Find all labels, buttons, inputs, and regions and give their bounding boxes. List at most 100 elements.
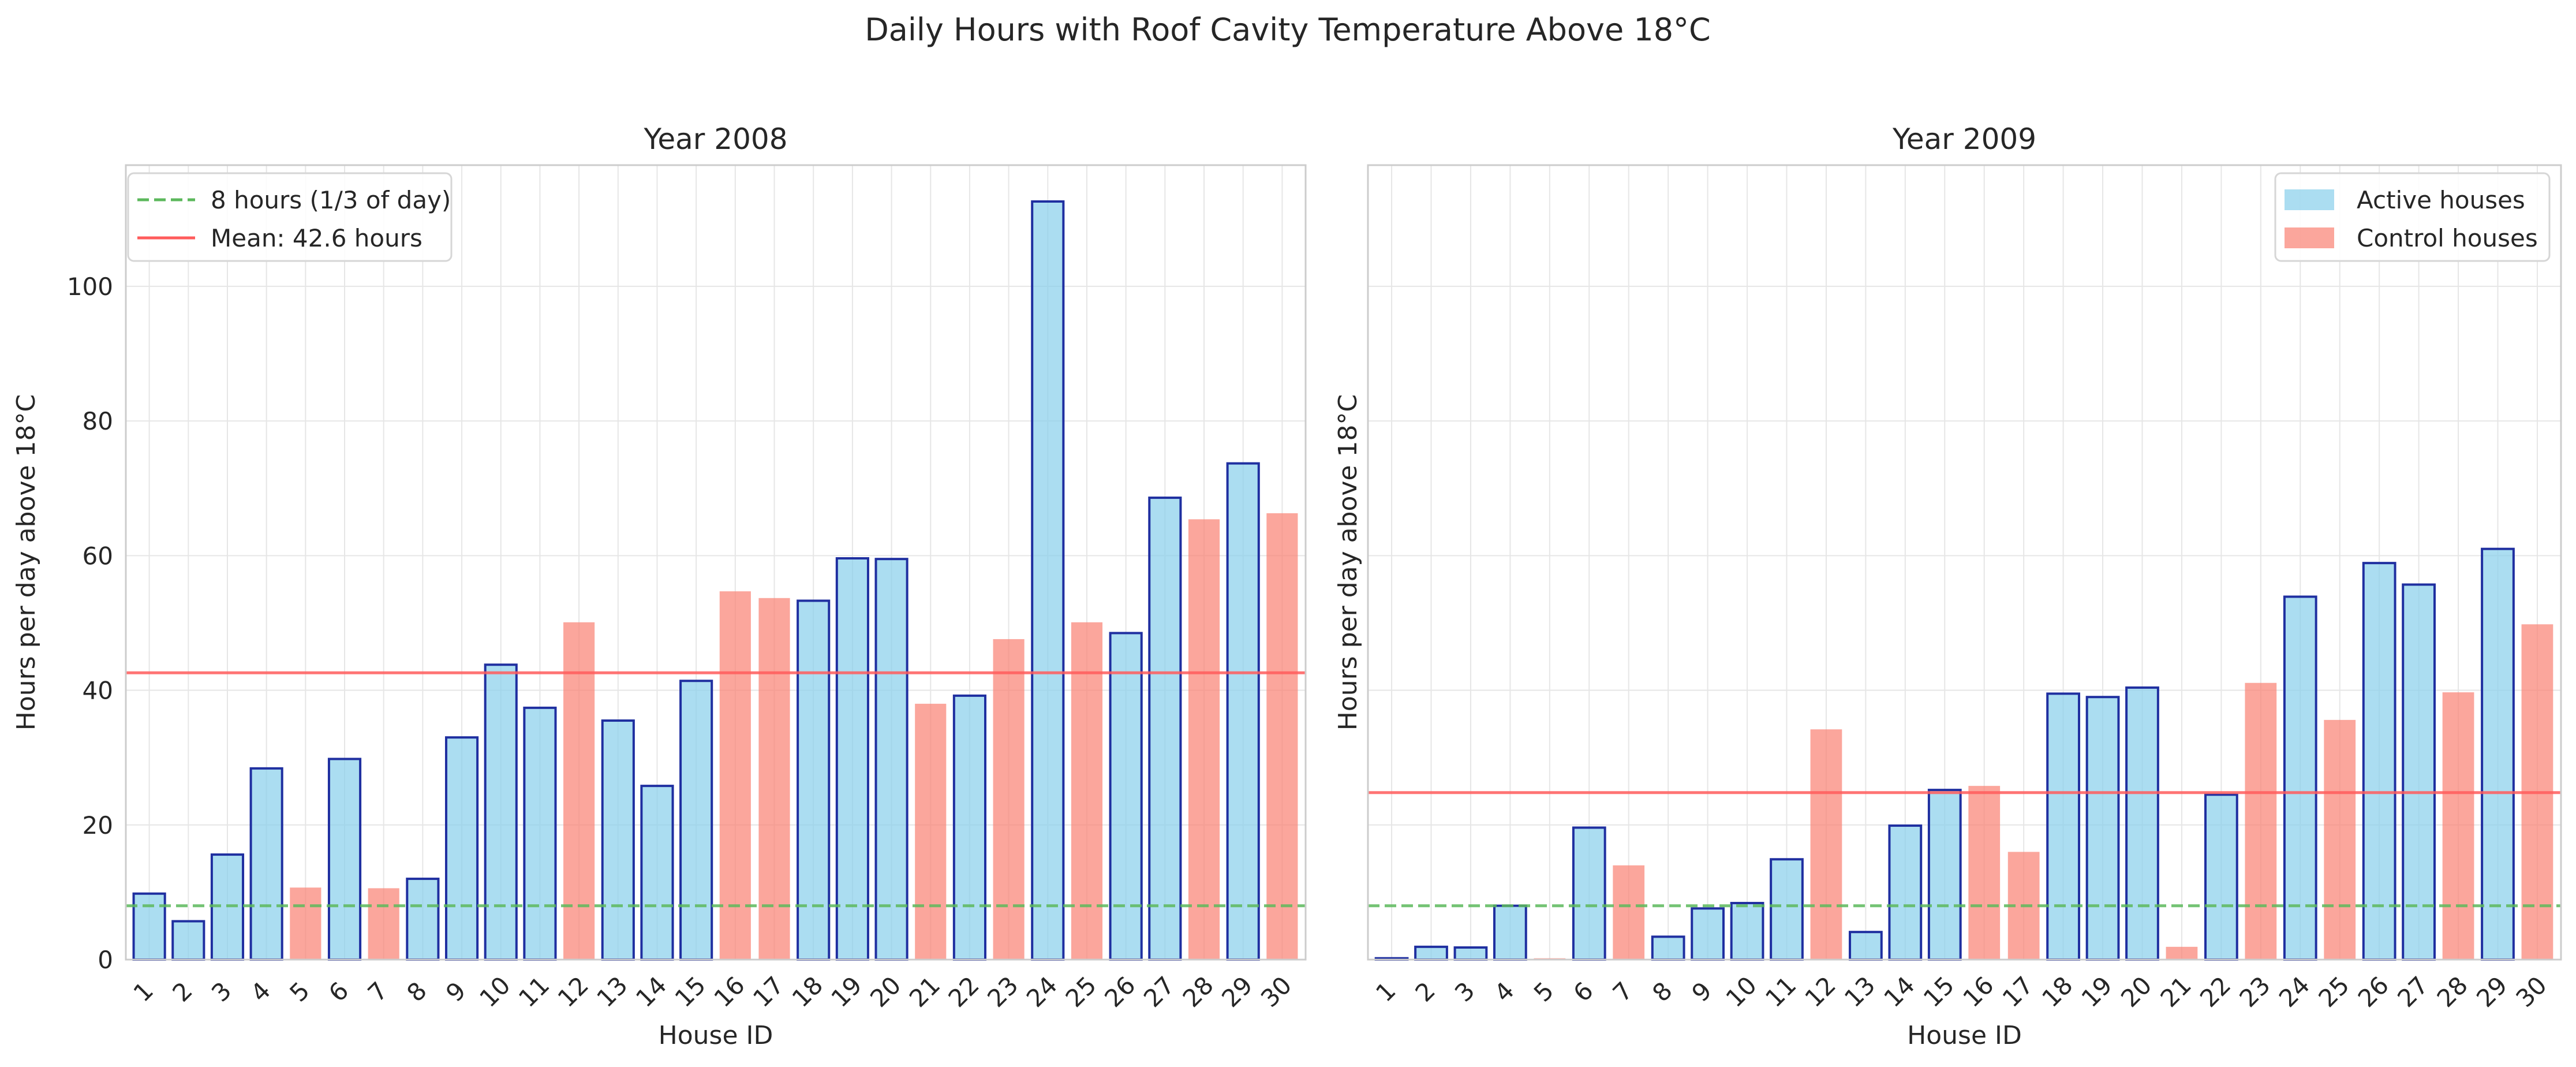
legend-swatch-control bbox=[2285, 227, 2334, 248]
x-tick-label: 21 bbox=[2155, 971, 2196, 1013]
x-tick-label: 18 bbox=[787, 971, 828, 1013]
bar-house-6 bbox=[327, 758, 362, 961]
x-tick-label: 21 bbox=[904, 971, 945, 1013]
x-tick-label: 14 bbox=[1878, 971, 1920, 1013]
panel-title: Year 2008 bbox=[644, 122, 788, 156]
bar-house-17 bbox=[758, 598, 790, 960]
x-tick-label: 27 bbox=[1138, 971, 1180, 1013]
bar-house-18 bbox=[2046, 692, 2080, 961]
bar-house-21 bbox=[2166, 946, 2198, 960]
x-tick-label: 2 bbox=[1409, 976, 1441, 1008]
chart-title: Daily Hours with Roof Cavity Temperature… bbox=[865, 12, 1711, 48]
bar-house-20 bbox=[2125, 686, 2159, 961]
x-tick-label: 11 bbox=[513, 971, 555, 1013]
x-tick-label: 19 bbox=[825, 971, 867, 1013]
x-tick-label: 17 bbox=[747, 971, 789, 1013]
x-tick-label: 4 bbox=[1489, 976, 1520, 1008]
legend-groups: Active houses Control houses bbox=[2274, 172, 2551, 262]
x-tick-label: 28 bbox=[1177, 971, 1219, 1013]
bar-house-1 bbox=[132, 892, 166, 961]
legend-swatch-active bbox=[2285, 189, 2334, 210]
legend-box bbox=[2274, 172, 2551, 262]
bar-house-15 bbox=[1927, 789, 1962, 961]
bar-house-22 bbox=[2204, 793, 2238, 961]
x-tick-label: 29 bbox=[2471, 971, 2513, 1013]
x-tick-label: 1 bbox=[128, 976, 159, 1008]
bar-house-9 bbox=[444, 736, 479, 961]
x-tick-label: 25 bbox=[1060, 971, 1102, 1013]
x-tick-label: 3 bbox=[206, 976, 237, 1008]
y-axis-label: Hours per day above 18°C bbox=[1333, 394, 1363, 731]
axes-frame bbox=[125, 164, 1307, 961]
legend-label-reference: 8 hours (1/3 of day) bbox=[211, 186, 451, 214]
x-tick-label: 18 bbox=[2036, 971, 2078, 1013]
x-tick-label: 20 bbox=[2115, 971, 2157, 1013]
x-axis-label: House ID bbox=[1907, 1021, 2022, 1050]
bar-house-13 bbox=[1849, 931, 1883, 961]
x-tick-label: 12 bbox=[552, 971, 594, 1013]
x-tick-label: 5 bbox=[284, 976, 315, 1008]
bar-house-15 bbox=[679, 680, 713, 961]
bar-house-11 bbox=[523, 706, 557, 961]
bar-house-25 bbox=[2324, 719, 2356, 960]
x-tick-label: 16 bbox=[708, 971, 750, 1013]
x-tick-label: 24 bbox=[1021, 971, 1063, 1013]
x-tick-label: 10 bbox=[1721, 971, 1762, 1013]
x-tick-label: 15 bbox=[670, 971, 711, 1013]
panel-title: Year 2009 bbox=[1892, 122, 2036, 156]
x-tick-label: 22 bbox=[943, 971, 984, 1013]
bar-house-28 bbox=[2442, 692, 2474, 960]
x-tick-label: 23 bbox=[982, 971, 1023, 1013]
bar-house-12 bbox=[563, 622, 595, 960]
bar-house-9 bbox=[1691, 907, 1725, 961]
bar-house-8 bbox=[1651, 935, 1685, 961]
bar-house-10 bbox=[484, 663, 518, 961]
x-tick-label: 24 bbox=[2274, 971, 2315, 1013]
x-tick-label: 5 bbox=[1528, 976, 1560, 1008]
bar-house-22 bbox=[952, 694, 987, 961]
x-tick-label: 19 bbox=[2076, 971, 2118, 1013]
legend-lines: 8 hours (1/3 of day) Mean: 42.6 hours bbox=[127, 172, 453, 262]
x-tick-label: 13 bbox=[591, 971, 633, 1013]
x-tick-label: 13 bbox=[1839, 971, 1880, 1013]
bar-house-23 bbox=[2245, 682, 2277, 960]
x-tick-label: 7 bbox=[362, 976, 394, 1008]
x-tick-label: 30 bbox=[2510, 971, 2552, 1013]
x-tick-label: 29 bbox=[1216, 971, 1258, 1013]
x-tick-label: 20 bbox=[865, 971, 906, 1013]
legend-label-control: Control houses bbox=[2357, 224, 2538, 252]
bar-house-13 bbox=[601, 719, 635, 961]
y-tick-label: 60 bbox=[83, 542, 113, 570]
bar-house-14 bbox=[640, 785, 674, 961]
x-tick-label: 26 bbox=[1099, 971, 1141, 1013]
bar-house-8 bbox=[406, 878, 440, 961]
bar-house-4 bbox=[249, 767, 283, 961]
bar-house-29 bbox=[2481, 547, 2515, 961]
x-tick-label: 17 bbox=[1997, 971, 2039, 1013]
x-tick-label: 16 bbox=[1957, 971, 1999, 1013]
x-tick-label: 30 bbox=[1255, 971, 1297, 1013]
bar-house-12 bbox=[1810, 729, 1842, 960]
bar-house-6 bbox=[1572, 826, 1606, 961]
bar-house-29 bbox=[1226, 462, 1260, 961]
x-tick-label: 6 bbox=[1568, 976, 1599, 1008]
y-axis-label: Hours per day above 18°C bbox=[12, 394, 41, 731]
y-tick-label: 100 bbox=[67, 273, 113, 301]
legend-label-mean: Mean: 42.6 hours bbox=[211, 224, 423, 252]
bar-house-25 bbox=[1071, 622, 1103, 960]
bar-house-2 bbox=[171, 920, 205, 961]
bar-house-20 bbox=[874, 558, 908, 961]
bar-house-19 bbox=[2085, 696, 2120, 961]
x-tick-label: 23 bbox=[2234, 971, 2275, 1013]
bar-house-30 bbox=[1266, 513, 1298, 960]
x-tick-label: 4 bbox=[245, 976, 276, 1008]
bar-house-19 bbox=[835, 557, 869, 961]
x-tick-label: 26 bbox=[2353, 971, 2394, 1013]
x-tick-label: 11 bbox=[1760, 971, 1801, 1013]
x-tick-label: 2 bbox=[167, 976, 198, 1008]
y-tick-label: 20 bbox=[83, 811, 113, 840]
bar-house-26 bbox=[1109, 632, 1143, 961]
y-tick-label: 0 bbox=[98, 946, 113, 974]
